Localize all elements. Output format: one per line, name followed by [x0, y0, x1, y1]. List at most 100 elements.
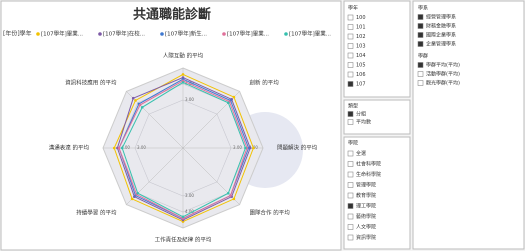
checkbox[interactable] [348, 44, 353, 49]
legend-label: [107學年]新生... [165, 30, 207, 38]
panel-item[interactable]: 企業管理學系 [426, 41, 456, 48]
panel-title: 類型 [348, 103, 358, 110]
checkbox[interactable] [348, 193, 353, 198]
panel-item[interactable]: 社會科學院 [356, 161, 381, 168]
panel-item[interactable]: 國際企業學系 [426, 32, 456, 39]
panel-item[interactable]: 教育學院 [356, 192, 376, 199]
panel-item[interactable]: 生命科學院 [356, 171, 381, 178]
panel-item[interactable]: 105 [356, 63, 366, 69]
panel-title: 學年 [348, 5, 358, 12]
panel-item[interactable]: 人文學院 [356, 224, 376, 231]
tick-label: 3.00 [185, 97, 194, 102]
panel-title: 學群 [418, 53, 428, 60]
panel-item[interactable]: 102 [356, 34, 366, 40]
panel-item[interactable]: 管理學院 [356, 182, 376, 189]
panel-item[interactable]: 活動學群(平均) [426, 71, 460, 78]
panel-item[interactable]: 分組 [356, 111, 366, 118]
panel-item[interactable]: 104 [356, 53, 366, 59]
axis-label: 持續學習 的平均 [76, 209, 117, 217]
panel-item[interactable]: 全選 [356, 150, 366, 157]
panel-title: 學院 [348, 140, 358, 147]
legend-label: [107學年]畢業... [227, 30, 269, 38]
legend-label: [107學年]在校... [103, 30, 145, 38]
checkbox[interactable] [348, 151, 353, 156]
point [139, 104, 142, 107]
checkbox[interactable] [418, 72, 423, 77]
checkbox[interactable] [348, 204, 353, 209]
chart: 共通職能診斷 [年份]學年 3.003.003.003.004.004.004.… [0, 0, 525, 251]
legend-label: [107學年]畢業... [289, 30, 331, 38]
checkbox[interactable] [418, 24, 423, 29]
legend-swatch [284, 32, 288, 36]
point [233, 96, 236, 99]
panel-item[interactable]: 資訊學院 [356, 234, 376, 241]
panel-item[interactable]: 學群平均(平均) [426, 62, 460, 69]
chart-title: 共通職能診斷 [133, 7, 211, 23]
panel-item[interactable]: 經營管理學系 [426, 14, 456, 21]
point [182, 216, 185, 219]
checkbox[interactable] [418, 42, 423, 47]
point [229, 194, 232, 197]
panel-item[interactable]: 107 [356, 82, 366, 88]
legend-swatch [160, 32, 164, 36]
checkbox[interactable] [348, 214, 353, 219]
point [113, 147, 116, 150]
checkbox[interactable] [348, 120, 353, 125]
tick-label: 3.00 [137, 145, 146, 150]
legend-title: [年份]學年 [3, 30, 32, 38]
college-panel [344, 137, 410, 249]
panel-item[interactable]: 藝術學院 [356, 213, 376, 220]
point [141, 106, 144, 109]
checkbox[interactable] [348, 235, 353, 240]
panel-item[interactable]: 理工學院 [356, 203, 376, 210]
tick-label: 3.00 [233, 145, 242, 150]
checkbox[interactable] [348, 34, 353, 39]
checkbox[interactable] [348, 82, 353, 87]
axis-label: 創新 的平均 [249, 78, 279, 86]
point [252, 147, 255, 150]
panel-title: 學系 [418, 5, 428, 12]
panel-item[interactable]: 觀光學群(平均) [426, 80, 460, 87]
axis-label: 溝通表達 的平均 [49, 144, 90, 152]
panel-item[interactable]: 106 [356, 72, 366, 78]
point [118, 147, 121, 150]
legend-swatch [222, 32, 226, 36]
checkbox[interactable] [348, 183, 353, 188]
checkbox[interactable] [348, 15, 353, 20]
panel-item[interactable]: 平均數 [356, 119, 371, 126]
panel-item[interactable]: 100 [356, 15, 366, 21]
checkbox[interactable] [418, 33, 423, 38]
point [244, 147, 247, 150]
axis-label: 工作責任及紀律 的平均 [155, 236, 212, 244]
checkbox[interactable] [348, 162, 353, 167]
panel-item[interactable]: 101 [356, 25, 366, 31]
panel-item[interactable]: 103 [356, 44, 366, 50]
checkbox[interactable] [348, 172, 353, 177]
checkbox[interactable] [418, 81, 423, 86]
panel-item[interactable]: 財務金融學系 [426, 23, 456, 30]
checkbox[interactable] [348, 25, 353, 30]
checkbox[interactable] [348, 72, 353, 77]
checkbox[interactable] [348, 112, 353, 117]
year-panel [344, 1, 410, 97]
point [227, 192, 230, 195]
point [182, 73, 185, 76]
point [134, 99, 137, 102]
checkbox[interactable] [348, 225, 353, 230]
legend-swatch [36, 32, 40, 36]
point [227, 101, 230, 104]
checkbox[interactable] [348, 63, 353, 68]
axis-label: 問題解決 的平均 [277, 144, 318, 152]
axis-label: 資訊科技應用 的平均 [65, 78, 117, 86]
checkbox[interactable] [418, 63, 423, 68]
checkbox[interactable] [348, 53, 353, 58]
checkbox[interactable] [418, 15, 423, 20]
axis-label: 人際互動 的平均 [163, 52, 204, 60]
legend-swatch [98, 32, 102, 36]
point [182, 81, 185, 84]
dashboard: 共通職能診斷 [年份]學年 3.003.003.003.004.004.004.… [0, 0, 525, 251]
axis-label: 團隊合作 的平均 [249, 209, 290, 217]
point [233, 198, 236, 201]
point [132, 97, 135, 100]
point [131, 198, 134, 201]
